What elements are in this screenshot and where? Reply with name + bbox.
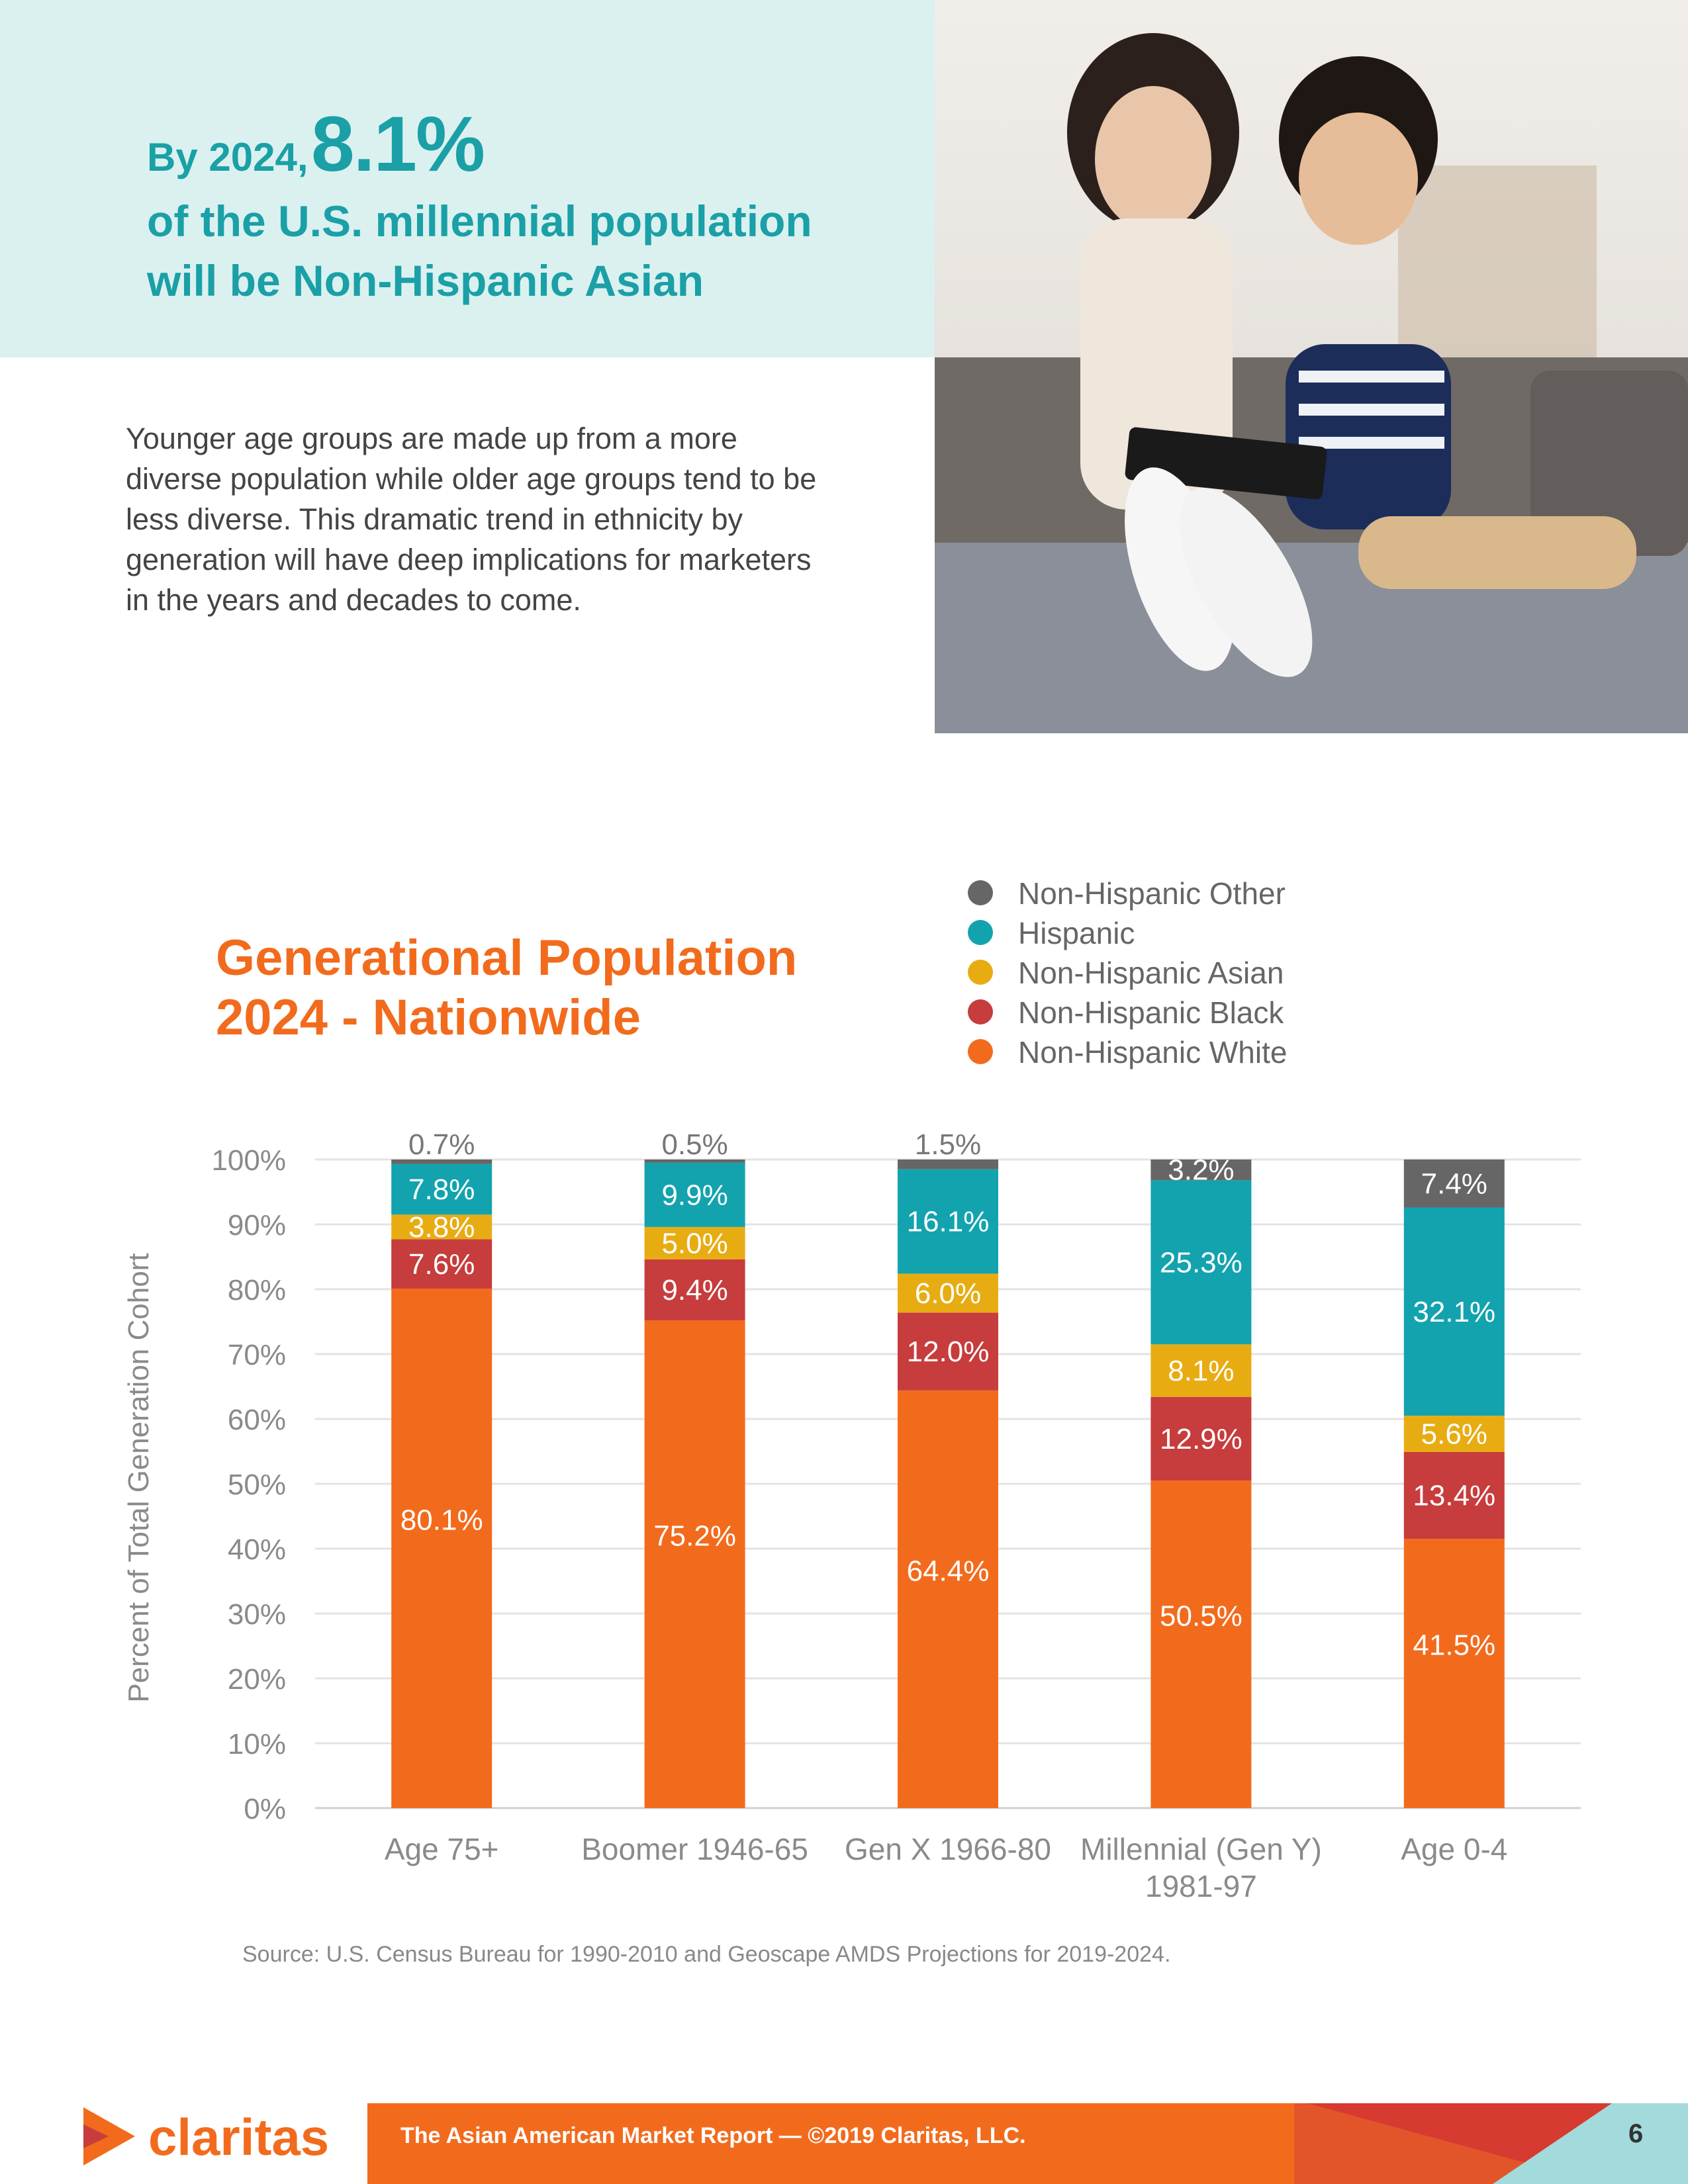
data-label: 64.4%: [907, 1555, 990, 1587]
x-tick-label: Millennial (Gen Y): [1080, 1832, 1322, 1866]
bar-segment: [391, 1214, 492, 1240]
bar-segment: [644, 1160, 745, 1163]
bar-segment: [898, 1273, 998, 1313]
legend-label-hispanic: Hispanic: [1018, 916, 1135, 950]
legend-label-asian: Non-Hispanic Asian: [1018, 956, 1284, 990]
intro-paragraph: Younger age groups are made up from a mo…: [126, 422, 817, 617]
data-label: 0.5%: [661, 1128, 727, 1161]
bar-segment: [898, 1312, 998, 1390]
bar-segment: [1403, 1160, 1505, 1208]
data-label: 6.0%: [915, 1277, 981, 1310]
data-label: 5.6%: [1421, 1418, 1487, 1451]
data-label: 75.2%: [653, 1520, 736, 1553]
data-label: 9.4%: [661, 1274, 727, 1306]
bar-segment: [1150, 1396, 1252, 1481]
y-tick-label: 80%: [228, 1274, 286, 1306]
data-label: 13.4%: [1413, 1480, 1495, 1512]
hero-prefix: By 2024,: [147, 135, 308, 179]
x-tick-label: 1981-97: [1145, 1869, 1257, 1903]
data-label: 25.3%: [1160, 1246, 1243, 1279]
data-label: 1.5%: [915, 1128, 981, 1161]
bar-segment: [1403, 1416, 1505, 1452]
hero-banner: [0, 0, 935, 357]
chart-title-line-1: Generational Population: [216, 930, 798, 986]
data-label: 41.5%: [1413, 1629, 1495, 1662]
legend-label-white: Non-Hispanic White: [1018, 1035, 1288, 1069]
bar-segment: [1150, 1180, 1252, 1345]
legend-swatch-other: [968, 880, 993, 905]
hero-stat: 8.1%: [310, 101, 485, 188]
bar-segment: [1150, 1344, 1252, 1397]
data-label: 7.4%: [1421, 1167, 1487, 1200]
hero-line-2: of the U.S. millennial population: [147, 197, 812, 246]
y-tick-label: 40%: [228, 1533, 286, 1566]
footer-text: The Asian American Market Report — ©2019…: [400, 2123, 1026, 2148]
x-tick-label: Gen X 1966-80: [845, 1832, 1051, 1866]
y-tick-label: 70%: [228, 1339, 286, 1371]
bar-segment: [1403, 1451, 1505, 1539]
y-tick-label: 100%: [211, 1144, 286, 1177]
data-label: 12.0%: [907, 1336, 990, 1368]
bar-segment: [1403, 1539, 1505, 1808]
claritas-logo-text: claritas: [148, 2108, 330, 2166]
data-label: 9.9%: [661, 1179, 727, 1211]
data-label: 16.1%: [907, 1206, 990, 1238]
bar-segment: [898, 1390, 998, 1808]
claritas-logo-mark: [83, 2107, 135, 2165]
hero-line-3: will be Non-Hispanic Asian: [147, 256, 704, 305]
bar-segment: [1403, 1207, 1505, 1416]
legend-swatch-asian: [968, 960, 993, 985]
page-number: 6: [1628, 2119, 1644, 2148]
claritas-logo: claritas: [82, 2105, 329, 2171]
data-label: 7.6%: [408, 1248, 475, 1281]
y-tick-label: 10%: [228, 1728, 286, 1760]
y-tick-label: 0%: [244, 1793, 286, 1825]
data-label: 7.8%: [408, 1173, 475, 1206]
data-label: 12.9%: [1160, 1423, 1243, 1455]
data-label: 8.1%: [1168, 1355, 1234, 1387]
x-tick-label: Age 0-4: [1401, 1832, 1507, 1866]
bar-segment: [391, 1163, 492, 1215]
hero-headline: By 2024, 8.1%: [147, 99, 485, 189]
bar-segment: [898, 1169, 998, 1274]
bar-segment: [644, 1320, 745, 1808]
legend-label-other: Non-Hispanic Other: [1018, 876, 1286, 911]
y-tick-label: 60%: [228, 1404, 286, 1436]
bar-segment: [391, 1239, 492, 1289]
bar-segment: [898, 1160, 998, 1169]
children-with-tablet-photo: [935, 0, 1688, 733]
bar-segment: [391, 1160, 492, 1164]
legend-label-black: Non-Hispanic Black: [1018, 995, 1284, 1030]
bar-segment: [644, 1162, 745, 1227]
bar-segment: [1150, 1480, 1252, 1808]
y-tick-label: 50%: [228, 1469, 286, 1501]
bar-segment: [1150, 1160, 1252, 1181]
x-tick-label: Age 75+: [385, 1832, 499, 1866]
bar-segment: [644, 1226, 745, 1259]
y-tick-label: 30%: [228, 1598, 286, 1631]
legend-swatch-black: [968, 999, 993, 1024]
data-label: 50.5%: [1160, 1600, 1243, 1633]
data-label: 32.1%: [1413, 1296, 1495, 1328]
legend-swatch-white: [968, 1039, 993, 1064]
data-label: 80.1%: [400, 1504, 483, 1537]
stacked-bar-chart: 0% 10% 20% 30% 40% 50% 60% 70% 80% 90% 100% 80.1% 7.…: [211, 1128, 1581, 1903]
bar-segment: [644, 1259, 745, 1321]
data-label: 0.7%: [408, 1128, 475, 1161]
chart-title-line-2: 2024 - Nationwide: [216, 989, 641, 1046]
footer-bar: [367, 2103, 1688, 2184]
bar-segment: [391, 1289, 492, 1808]
data-label: 3.8%: [408, 1211, 475, 1244]
source-note: Source: U.S. Census Bureau for 1990-2010…: [242, 1942, 1171, 1967]
x-tick-label: Boomer 1946-65: [581, 1832, 808, 1866]
data-label: 5.0%: [661, 1227, 727, 1259]
y-tick-label: 90%: [228, 1209, 286, 1242]
y-tick-label: 20%: [228, 1663, 286, 1696]
data-label: 3.2%: [1168, 1154, 1234, 1187]
legend-swatch-hispanic: [968, 920, 993, 945]
